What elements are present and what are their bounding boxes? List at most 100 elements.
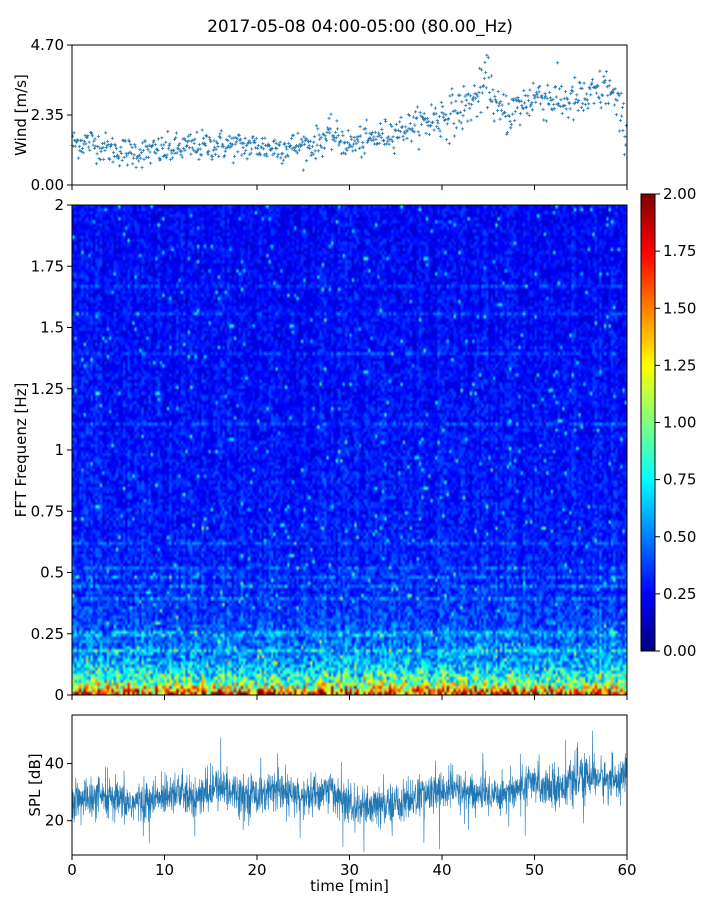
wind-point bbox=[525, 105, 529, 109]
wind-point bbox=[116, 153, 120, 157]
wind-point bbox=[197, 142, 202, 147]
wind-point bbox=[558, 87, 562, 91]
wind-point bbox=[180, 155, 184, 159]
wind-point bbox=[402, 138, 406, 142]
wind-point bbox=[164, 156, 169, 160]
wind-point bbox=[479, 110, 483, 115]
wind-point bbox=[552, 103, 556, 107]
wind-point bbox=[548, 96, 552, 100]
wind-point bbox=[542, 118, 546, 122]
wind-point bbox=[415, 116, 419, 120]
wind-point bbox=[133, 142, 137, 146]
wind-point bbox=[545, 96, 549, 101]
wind-point bbox=[348, 144, 352, 148]
wind-point bbox=[117, 155, 121, 159]
wind-point bbox=[244, 144, 248, 148]
wind-point bbox=[490, 74, 494, 78]
wind-panel: 0.00 2.35 4.70 Wind [m/s] bbox=[12, 36, 628, 194]
wind-point bbox=[564, 89, 568, 94]
wind-point bbox=[527, 113, 531, 118]
wind-point bbox=[403, 131, 407, 135]
wind-point bbox=[298, 142, 302, 146]
wind-point bbox=[324, 137, 328, 141]
wind-ylabel: Wind [m/s] bbox=[12, 74, 30, 156]
wind-point bbox=[168, 142, 172, 146]
wind-point bbox=[209, 140, 213, 144]
wind-point bbox=[145, 145, 149, 149]
wind-point bbox=[435, 119, 439, 123]
wind-point bbox=[281, 158, 285, 162]
wind-point bbox=[163, 154, 167, 158]
wind-point bbox=[185, 143, 189, 148]
wind-point bbox=[599, 106, 603, 110]
wind-point bbox=[221, 142, 225, 146]
wind-point bbox=[544, 94, 548, 98]
wind-point bbox=[166, 147, 171, 151]
wind-point bbox=[410, 139, 414, 143]
wind-point bbox=[244, 149, 248, 153]
wind-point bbox=[113, 142, 117, 146]
spl-ytick-label: 40 bbox=[45, 755, 64, 773]
wind-point bbox=[299, 137, 303, 141]
wind-point bbox=[410, 127, 414, 131]
wind-point bbox=[440, 111, 444, 115]
wind-point bbox=[308, 139, 313, 143]
wind-point bbox=[412, 130, 416, 134]
wind-point bbox=[81, 151, 85, 155]
wind-point bbox=[200, 128, 204, 132]
wind-point bbox=[122, 155, 126, 159]
wind-point bbox=[226, 139, 230, 143]
wind-point bbox=[153, 142, 157, 147]
wind-point bbox=[310, 144, 315, 148]
wind-point bbox=[176, 143, 180, 148]
wind-point bbox=[345, 148, 349, 152]
wind-point bbox=[491, 111, 496, 116]
wind-ticks: 0.00 2.35 4.70 bbox=[31, 36, 628, 194]
wind-point bbox=[194, 150, 198, 154]
wind-point bbox=[160, 136, 164, 140]
wind-point bbox=[89, 130, 93, 135]
wind-point bbox=[157, 137, 161, 141]
wind-point bbox=[389, 137, 393, 141]
wind-point bbox=[211, 148, 215, 152]
wind-point bbox=[522, 89, 526, 93]
wind-point bbox=[472, 95, 476, 99]
wind-point bbox=[323, 134, 327, 138]
wind-point bbox=[162, 143, 166, 147]
wind-point bbox=[182, 137, 186, 141]
wind-point bbox=[126, 151, 130, 155]
wind-point bbox=[530, 101, 534, 105]
wind-point bbox=[242, 141, 246, 145]
wind-point bbox=[435, 125, 439, 129]
wind-point bbox=[392, 146, 396, 150]
spl-ticks: 20 40 0 10 20 30 40 50 60 bbox=[45, 755, 637, 879]
wind-point bbox=[562, 96, 566, 101]
wind-point bbox=[93, 137, 97, 141]
wind-point bbox=[454, 99, 458, 103]
wind-point bbox=[254, 146, 258, 150]
wind-point bbox=[77, 156, 81, 160]
wind-point bbox=[482, 76, 486, 81]
wind-point bbox=[223, 149, 227, 153]
wind-point bbox=[143, 139, 147, 143]
wind-point bbox=[283, 141, 287, 145]
wind-point bbox=[367, 138, 371, 142]
wind-point bbox=[464, 103, 468, 107]
wind-point bbox=[560, 84, 564, 88]
wind-point bbox=[398, 120, 402, 124]
wind-point bbox=[365, 140, 369, 145]
wind-point bbox=[495, 108, 500, 113]
wind-point bbox=[448, 94, 452, 98]
wind-point bbox=[172, 148, 176, 152]
wind-point bbox=[317, 133, 321, 137]
wind-point bbox=[468, 94, 472, 98]
wind-point bbox=[400, 125, 404, 129]
wind-point bbox=[262, 153, 266, 157]
wind-point bbox=[353, 139, 357, 143]
wind-point bbox=[106, 143, 110, 147]
wind-point bbox=[160, 146, 165, 151]
wind-point bbox=[301, 168, 305, 172]
wind-point bbox=[594, 86, 598, 90]
wind-point bbox=[242, 151, 246, 155]
wind-point bbox=[600, 93, 604, 97]
